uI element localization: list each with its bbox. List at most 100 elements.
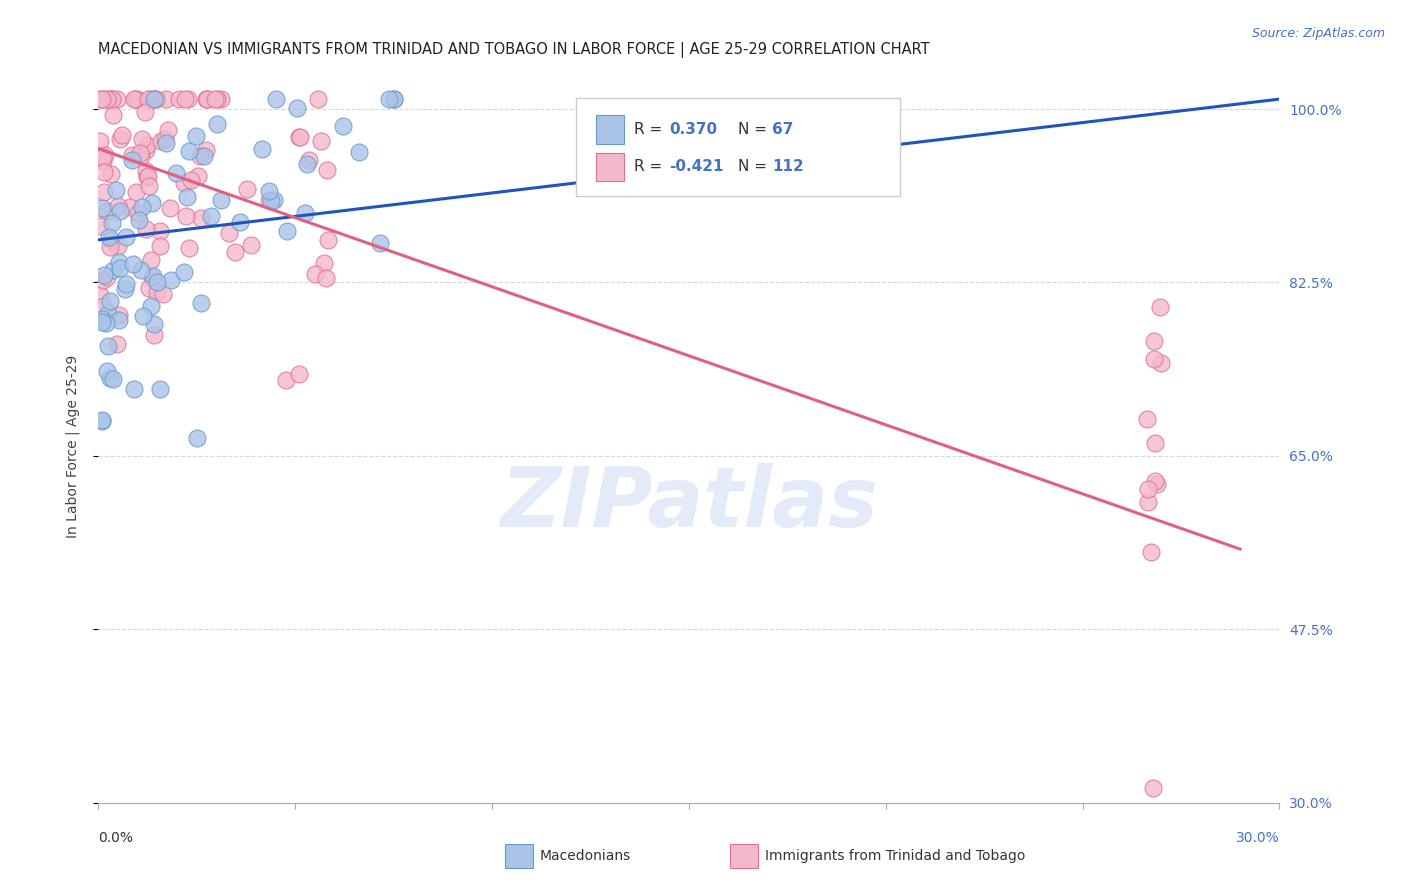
Point [295, 157, 318, 171]
Point [136, 169, 159, 183]
Point [91, 92, 114, 106]
Point [141, 299, 163, 313]
Point [136, 170, 159, 185]
Point [125, 92, 148, 106]
Point [160, 273, 183, 287]
Text: -0.421: -0.421 [669, 160, 724, 174]
Point [101, 108, 124, 122]
Point [105, 183, 128, 197]
Point [177, 92, 200, 106]
Point [115, 230, 138, 244]
Y-axis label: In Labor Force | Age 25-29: In Labor Force | Age 25-29 [66, 354, 80, 538]
Point [294, 206, 316, 220]
Point [138, 178, 160, 193]
Point [148, 239, 170, 253]
Point [142, 328, 165, 343]
Point [298, 153, 321, 167]
Point [204, 92, 226, 106]
Point [93, 165, 115, 179]
Point [96, 203, 118, 218]
Point [129, 149, 152, 163]
Point [174, 209, 197, 223]
Point [224, 245, 246, 260]
Point [89, 134, 111, 148]
Point [121, 148, 143, 162]
Point [115, 277, 138, 292]
Point [101, 263, 124, 277]
Text: 112: 112 [772, 160, 804, 174]
Point [107, 238, 129, 252]
Point [1142, 780, 1164, 795]
Point [105, 336, 128, 351]
Point [155, 92, 177, 106]
Point [167, 92, 190, 106]
Text: N =: N = [738, 122, 772, 136]
Point [1139, 545, 1161, 559]
Point [139, 253, 162, 268]
Point [152, 287, 174, 301]
Point [1137, 495, 1160, 509]
Point [143, 92, 166, 106]
Point [1149, 301, 1171, 315]
Point [174, 92, 197, 106]
Point [89, 219, 111, 234]
Point [91, 413, 114, 427]
Point [134, 104, 156, 119]
Point [1136, 412, 1159, 426]
Point [176, 190, 198, 204]
Point [1136, 482, 1159, 496]
Point [312, 255, 335, 269]
Point [377, 92, 399, 106]
Point [155, 136, 177, 150]
Point [1143, 334, 1166, 348]
Point [307, 92, 329, 106]
Text: 0.0%: 0.0% [98, 830, 134, 845]
Point [94, 148, 117, 162]
Point [122, 92, 145, 106]
Point [93, 273, 115, 287]
Point [135, 144, 157, 158]
Point [153, 132, 176, 146]
Point [100, 92, 122, 106]
Point [250, 141, 273, 155]
Point [179, 242, 201, 256]
Point [149, 224, 172, 238]
Point [91, 414, 114, 428]
Point [194, 92, 217, 106]
Point [200, 209, 222, 223]
Point [91, 150, 114, 164]
Point [135, 164, 157, 178]
Point [382, 92, 405, 106]
Point [315, 163, 337, 178]
Point [135, 222, 157, 236]
Point [131, 132, 153, 146]
Point [129, 146, 152, 161]
Point [101, 372, 124, 386]
Point [150, 135, 173, 149]
Text: 0.370: 0.370 [669, 122, 717, 136]
Text: 30.0%: 30.0% [1236, 830, 1279, 845]
Point [107, 308, 129, 322]
Point [143, 92, 166, 106]
Point [186, 431, 208, 445]
Point [332, 119, 354, 133]
Point [197, 92, 219, 106]
Point [100, 92, 122, 106]
Point [129, 262, 152, 277]
Point [187, 169, 209, 183]
Point [257, 193, 280, 207]
Point [193, 148, 215, 162]
Point [288, 367, 311, 381]
Point [125, 185, 148, 199]
Point [190, 296, 212, 310]
Point [98, 230, 121, 244]
Point [141, 271, 163, 285]
Point [276, 224, 298, 238]
Text: ZIPatlas: ZIPatlas [501, 463, 877, 543]
Point [205, 117, 228, 131]
Point [159, 201, 181, 215]
Point [173, 176, 195, 190]
Point [218, 226, 240, 240]
Point [276, 373, 298, 387]
Point [108, 313, 131, 327]
